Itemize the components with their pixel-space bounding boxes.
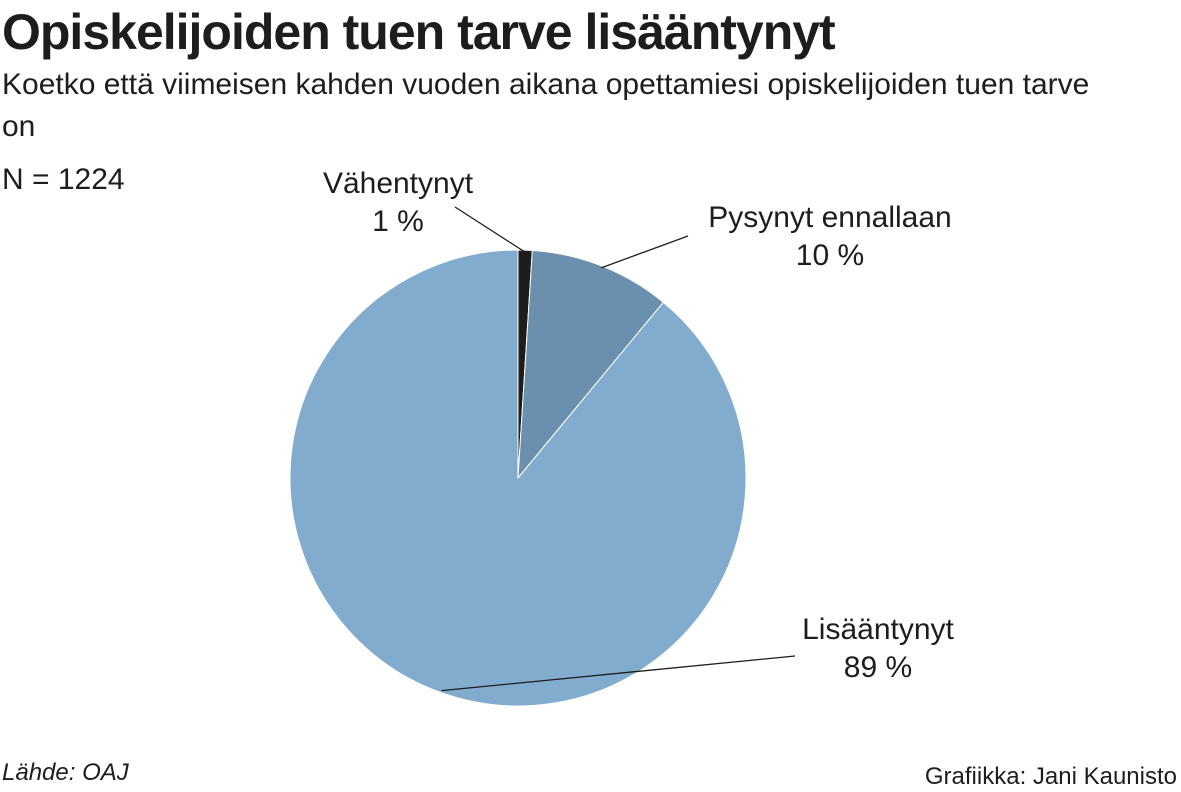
slice-label-1: Vähentynyt (323, 167, 474, 200)
slice-value-label-2: 10 % (796, 239, 864, 272)
slice-value-label-3: 89 % (844, 651, 912, 684)
graphics-credit: Grafiikka: Jani Kaunisto (924, 763, 1177, 790)
leader-line-2 (600, 235, 689, 269)
slice-label-3: Lisääntynyt (802, 613, 954, 646)
source-note: Lähde: OAJ (2, 759, 129, 786)
slice-value-label-1: 1 % (372, 205, 424, 238)
sample-size-label: N = 1224 (2, 163, 125, 196)
leader-line-3 (441, 655, 796, 692)
chart-subtitle: Koetko että viimeisen kahden vuoden aika… (2, 68, 1090, 143)
leader-line-1 (454, 206, 526, 253)
pie-slice-3 (289, 249, 747, 707)
slice-label-2: Pysynyt ennallaan (708, 201, 952, 234)
chart-title: Opiskelijoiden tuen tarve lisääntynyt (2, 4, 836, 60)
pie-slice-2 (517, 249, 665, 480)
